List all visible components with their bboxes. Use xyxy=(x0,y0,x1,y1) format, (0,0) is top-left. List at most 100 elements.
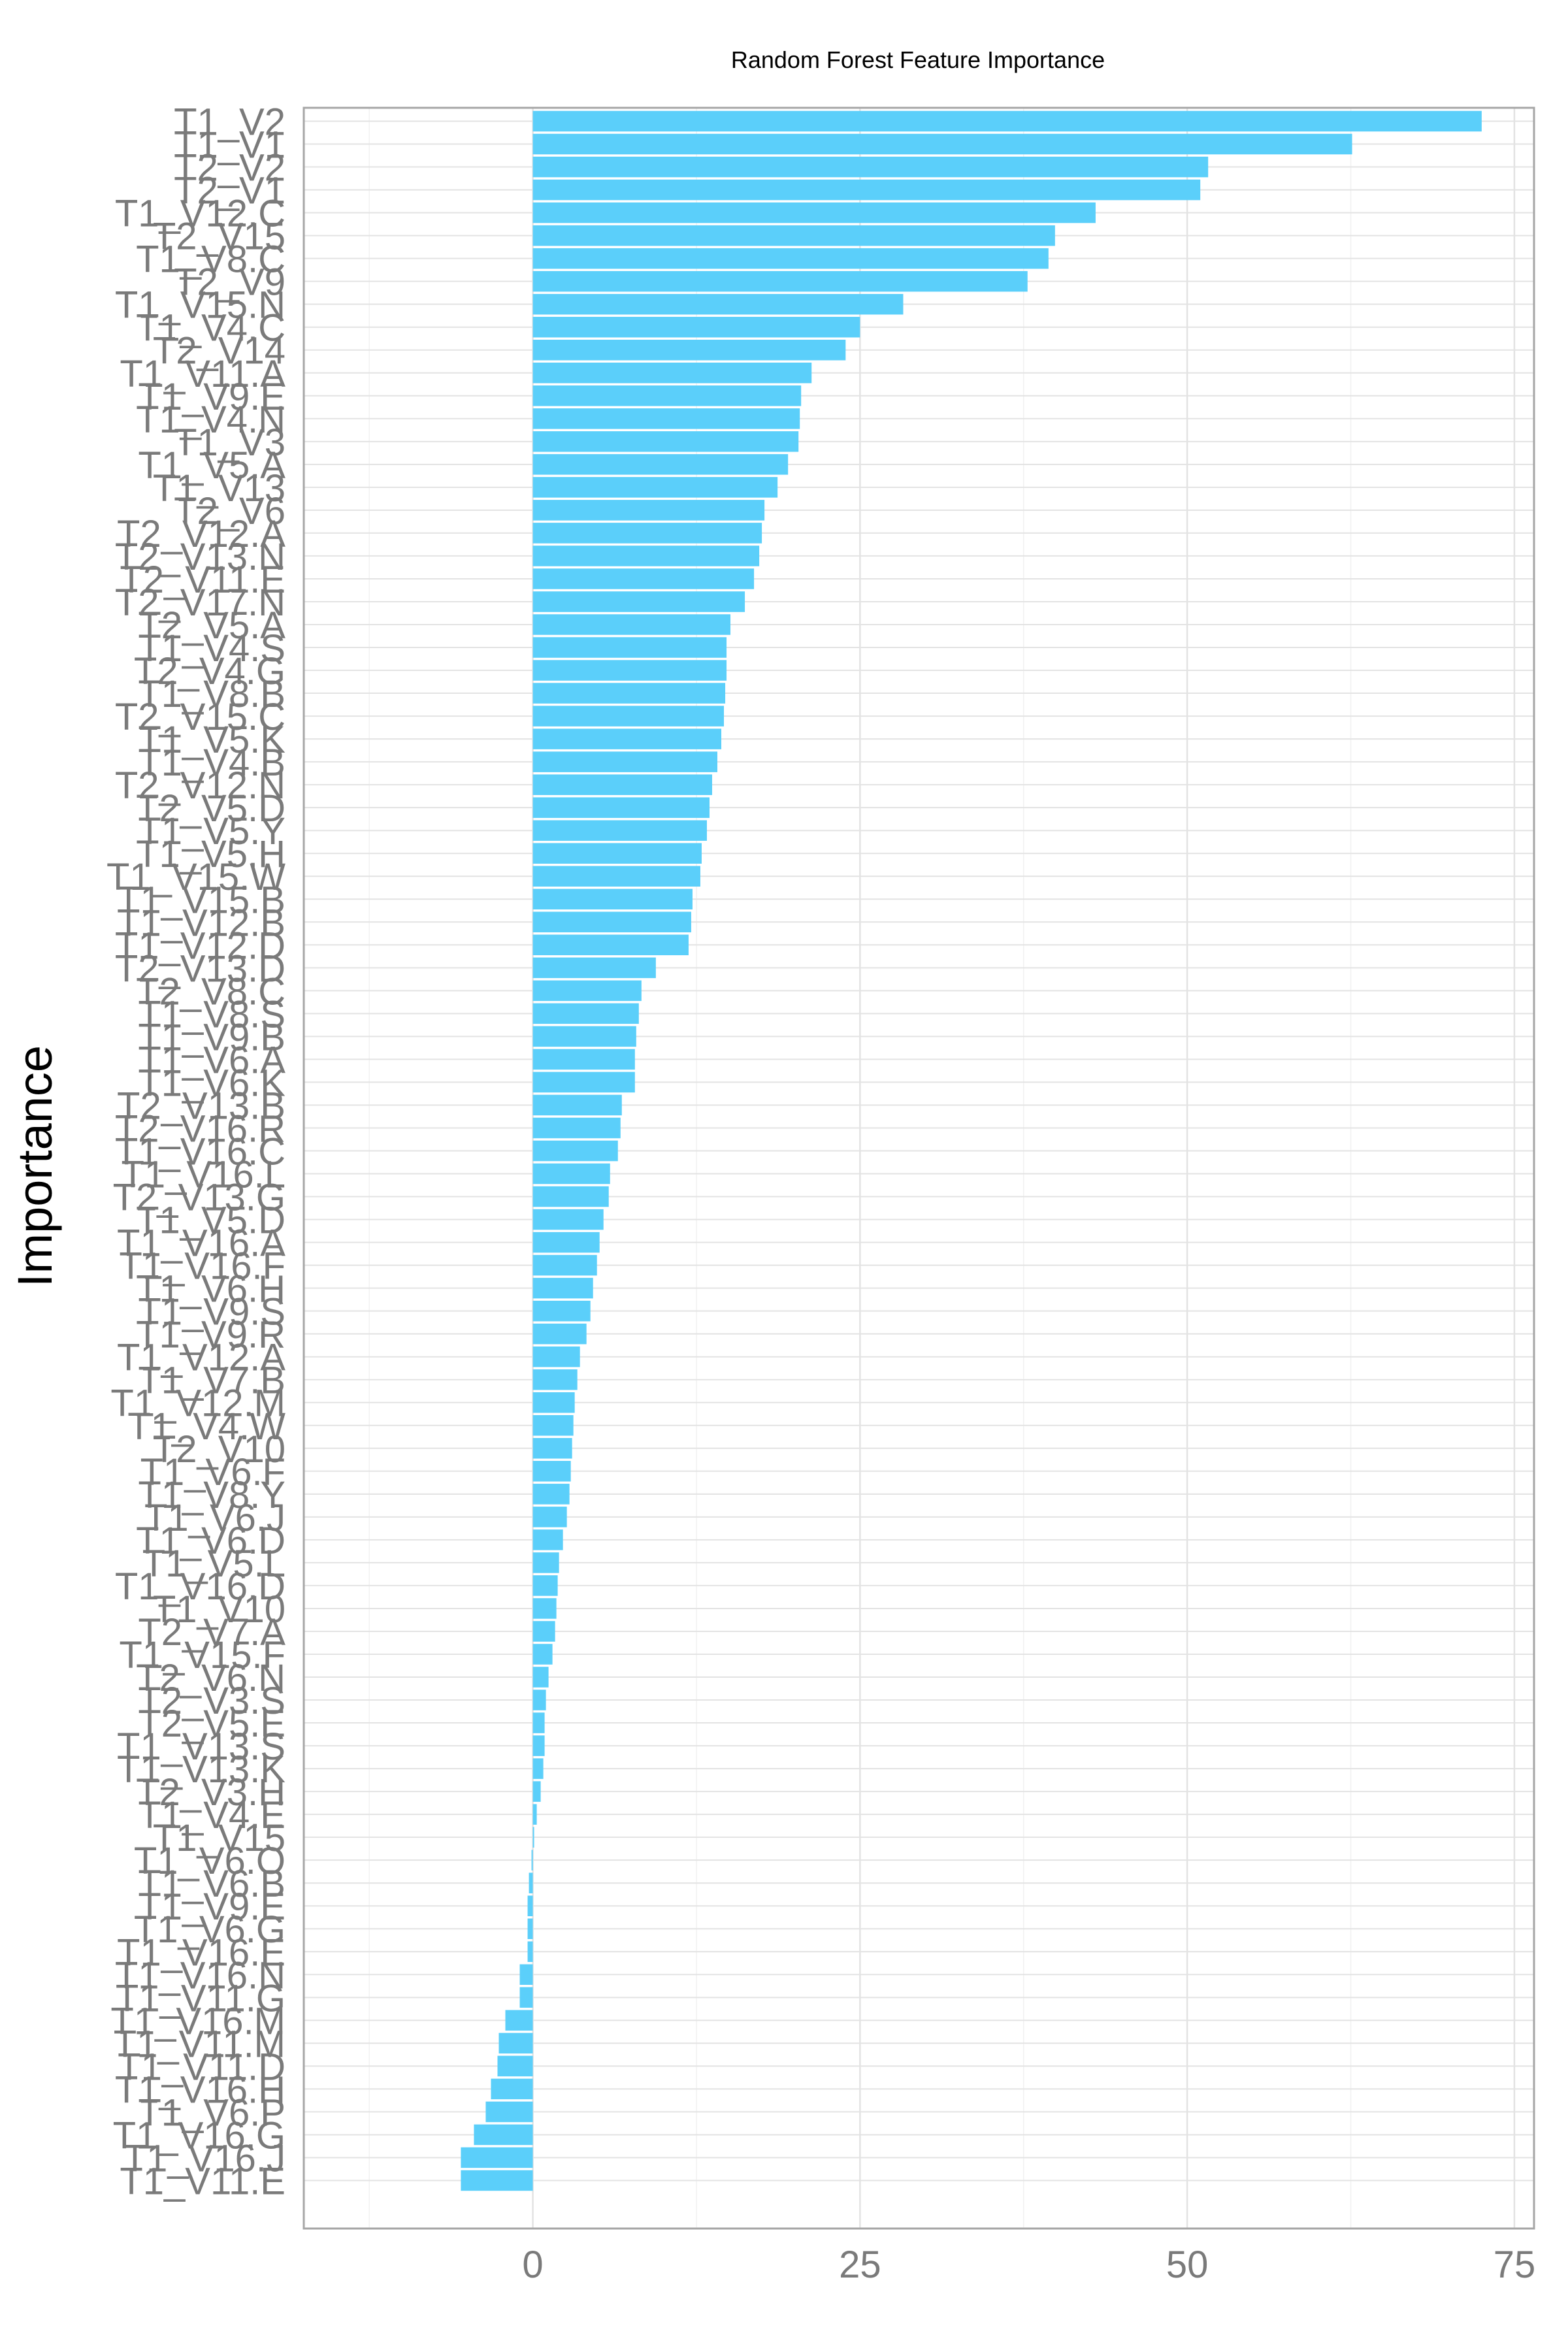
category-label: T1_V13.S xyxy=(117,1725,286,1768)
category-label: T2_V11.E xyxy=(120,559,286,601)
bar xyxy=(532,1277,593,1299)
category-label: T1_V15.N xyxy=(115,284,286,327)
bar xyxy=(532,820,707,841)
bar xyxy=(532,683,726,704)
bar xyxy=(532,1575,558,1596)
category-label: T1_V9.E xyxy=(138,376,286,418)
bar xyxy=(498,2033,533,2054)
category-label: T1_V4.N xyxy=(136,399,286,441)
category-label: T2_V17.N xyxy=(115,581,286,624)
category-label: T1_V13.K xyxy=(117,1748,286,1791)
grid-lines xyxy=(304,108,1534,2229)
bar xyxy=(485,2101,533,2123)
bar xyxy=(532,133,1352,155)
bar xyxy=(532,1461,571,1482)
bar xyxy=(532,980,642,1002)
bar xyxy=(532,1415,574,1436)
bar xyxy=(532,1484,570,1505)
bar xyxy=(532,568,755,589)
bar xyxy=(532,660,727,681)
bar xyxy=(532,934,689,956)
category-label: T2_V5.E xyxy=(138,1703,286,1745)
bar xyxy=(532,1781,541,1802)
bar xyxy=(532,1232,600,1253)
category-label: T2_V13.D xyxy=(115,947,286,990)
x-tick-label: 0 xyxy=(522,2244,543,2286)
x-tick-label: 25 xyxy=(839,2244,881,2286)
bar xyxy=(532,1438,572,1459)
category-label: T1_V4.C xyxy=(136,307,286,350)
bar xyxy=(532,156,1209,178)
category-label: T1_V7.B xyxy=(138,1360,286,1402)
category-label: T2_V15 xyxy=(153,216,286,258)
bar xyxy=(532,316,860,338)
bar xyxy=(532,774,712,795)
bar xyxy=(474,2124,533,2146)
category-label: T1_V15.B xyxy=(117,879,286,921)
bar xyxy=(532,1346,580,1367)
category-label: T1_V5.K xyxy=(138,719,286,761)
category-label: T1_V16.J xyxy=(123,2137,286,2180)
category-label: T2_V12.N xyxy=(115,764,286,807)
bar xyxy=(532,385,802,406)
bar xyxy=(532,843,702,864)
category-label: T1_V12.B xyxy=(117,902,286,944)
x-tick-label: 50 xyxy=(1166,2244,1209,2286)
bar xyxy=(532,728,722,749)
bar xyxy=(532,523,762,544)
category-label: T2_V3.H xyxy=(136,1771,286,1814)
bar xyxy=(532,957,656,979)
category-label: T1_V6.G xyxy=(134,1908,286,1951)
bar xyxy=(532,637,727,658)
category-label: T1_V8.Y xyxy=(138,1474,286,1516)
bar xyxy=(532,248,1049,269)
bar xyxy=(532,1369,578,1390)
bar xyxy=(497,2055,533,2077)
bar xyxy=(532,477,778,498)
category-label: T1_V4.S xyxy=(138,627,286,670)
category-label: T1_V1 xyxy=(174,124,286,167)
category-label: T1_V11.E xyxy=(120,2160,286,2202)
category-label: T2_V6 xyxy=(174,490,286,532)
category-label: T1_V16.H xyxy=(115,2068,286,2111)
category-label: T1_V10 xyxy=(153,1588,286,1631)
category-label: T1_V6.J xyxy=(144,1497,286,1539)
category-label: T1_V4.B xyxy=(138,742,286,784)
category-label: T1_V5.Y xyxy=(138,810,286,853)
bar xyxy=(532,591,745,612)
bar xyxy=(532,1621,555,1642)
bar xyxy=(532,1049,635,1070)
category-label: T1_V16.A xyxy=(117,1222,286,1265)
category-label: T2_V10 xyxy=(153,1428,286,1471)
category-label: T1_V16.N xyxy=(115,1954,286,1997)
bar xyxy=(532,362,812,384)
bar xyxy=(532,1163,610,1184)
category-label: T1_V16.E xyxy=(117,1931,286,1974)
bar xyxy=(532,431,799,452)
category-label: T1_V15 xyxy=(153,1817,286,1859)
category-label: T2_V9 xyxy=(174,261,286,304)
category-label: T2_V14 xyxy=(153,330,286,372)
category-label: T1_V15.W xyxy=(106,856,286,898)
bar xyxy=(527,1918,533,1940)
category-label: T1_V16.D xyxy=(115,1565,286,1608)
bar xyxy=(532,1529,563,1550)
x-tick-labels: 0 25 50 75 xyxy=(522,2244,1535,2286)
category-label: T2_V5.D xyxy=(136,787,286,830)
category-label: T1_V12.A xyxy=(117,1337,286,1379)
category-label: T1_V3 xyxy=(174,421,286,464)
bar xyxy=(531,1850,533,1870)
bar xyxy=(532,179,1201,201)
category-label: T1_V9.E xyxy=(138,1886,286,1928)
category-label: T1_V6.F xyxy=(140,1451,286,1494)
bar xyxy=(532,1712,545,1733)
bar xyxy=(532,1094,622,1116)
category-label: T2_V13.G xyxy=(113,1177,286,1219)
bar xyxy=(461,2170,533,2191)
bar xyxy=(532,1598,557,1619)
bar xyxy=(532,110,1482,132)
bar xyxy=(532,1667,549,1688)
bar xyxy=(532,797,710,818)
